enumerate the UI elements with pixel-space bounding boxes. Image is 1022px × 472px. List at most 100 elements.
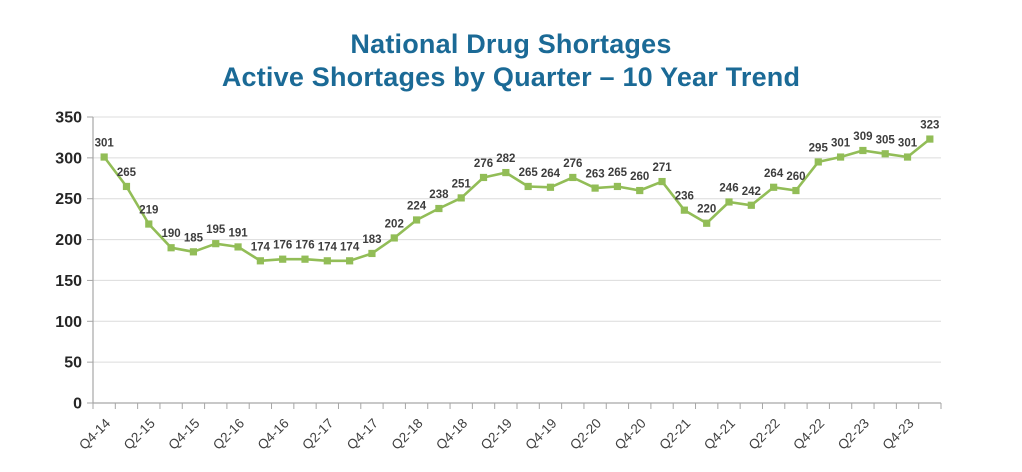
x-axis-tick-label: Q2-23 — [835, 416, 872, 453]
data-point-label: 264 — [764, 168, 784, 180]
data-point-marker — [412, 216, 421, 224]
data-point-marker — [859, 146, 867, 155]
y-axis-tick-label: 350 — [55, 110, 82, 127]
data-point-label: 271 — [652, 162, 672, 174]
x-axis-tick-label: Q2-18 — [389, 416, 426, 453]
data-point-marker — [256, 257, 264, 265]
data-point-marker — [926, 135, 934, 143]
y-axis-tick-label: 0 — [73, 396, 82, 413]
data-point-label: 265 — [519, 167, 539, 179]
x-axis-tick-label: Q4-21 — [701, 416, 738, 453]
data-point-label: 185 — [184, 232, 204, 244]
data-point-marker — [680, 206, 688, 214]
data-point-label: 282 — [496, 153, 515, 165]
x-axis-tick-label: Q4-23 — [880, 416, 917, 453]
x-axis-tick-label: Q2-20 — [567, 416, 604, 453]
data-point-marker — [212, 240, 220, 248]
data-point-marker — [435, 204, 443, 213]
y-axis-tick-label: 250 — [55, 191, 82, 208]
chart-title: National Drug Shortages Active Shortages… — [0, 28, 1022, 94]
chart-title-line2: Active Shortages by Quarter – 10 Year Tr… — [221, 62, 801, 92]
x-axis-tick-label: Q4-16 — [255, 416, 292, 453]
data-point-marker — [747, 201, 755, 209]
y-axis-tick-label: 50 — [64, 355, 82, 372]
trend-line — [102, 137, 932, 263]
data-point-marker — [100, 153, 108, 161]
data-point-label: 238 — [429, 189, 449, 201]
data-point-label: 174 — [251, 241, 271, 253]
data-point-label: 174 — [318, 241, 338, 253]
data-point-marker — [279, 255, 287, 263]
data-point-label: 190 — [162, 228, 181, 240]
data-point-marker — [479, 173, 488, 182]
data-point-label: 220 — [697, 204, 716, 216]
x-axis-tick-label: Q2-15 — [121, 416, 158, 453]
data-point-label: 301 — [831, 138, 851, 150]
x-axis-tick-label: Q4-22 — [790, 416, 827, 453]
data-point-label: 276 — [474, 158, 493, 170]
data-point-marker — [524, 182, 532, 191]
data-point-marker — [591, 184, 599, 192]
data-point-marker — [346, 257, 354, 265]
data-point-label: 246 — [719, 182, 738, 194]
data-point-label: 191 — [228, 227, 248, 239]
chart-title-line1: National Drug Shortages — [350, 29, 672, 59]
data-point-label: 260 — [786, 171, 805, 183]
data-point-label: 219 — [139, 205, 158, 217]
data-point-label: 264 — [541, 168, 561, 180]
data-point-marker — [502, 168, 510, 177]
data-point-marker — [725, 198, 733, 206]
data-point-marker — [234, 243, 242, 251]
data-point-label: 174 — [340, 241, 360, 253]
data-point-label: 323 — [920, 120, 939, 132]
data-point-marker — [770, 183, 778, 191]
data-point-marker — [658, 177, 666, 186]
data-point-label: 224 — [407, 200, 427, 212]
data-point-label: 265 — [608, 167, 628, 179]
data-point-marker — [836, 153, 845, 161]
data-point-label: 183 — [362, 234, 381, 246]
x-axis-tick-label: Q4-19 — [522, 416, 559, 453]
data-point-marker — [167, 244, 175, 252]
data-point-marker — [569, 173, 577, 182]
data-point-label: 242 — [742, 186, 761, 198]
x-axis-tick-label: Q2-22 — [746, 416, 783, 453]
data-point-marker — [323, 257, 331, 265]
data-point-label: 309 — [853, 131, 872, 143]
data-point-marker — [368, 249, 376, 258]
y-axis-tick-label: 150 — [55, 273, 82, 290]
data-point-label: 251 — [452, 178, 472, 190]
data-point-label: 305 — [876, 134, 896, 146]
data-point-label: 195 — [206, 224, 226, 236]
data-point-label: 276 — [563, 158, 582, 170]
data-point-label: 202 — [385, 218, 404, 230]
data-point-marker — [390, 234, 398, 242]
data-point-marker — [122, 182, 131, 191]
data-point-label: 260 — [630, 171, 649, 183]
data-point-marker — [301, 255, 309, 263]
y-axis-tick-label: 200 — [55, 232, 82, 249]
data-point-marker — [546, 183, 555, 191]
x-axis-tick-label: Q4-20 — [612, 416, 649, 453]
data-point-label: 176 — [273, 240, 292, 252]
x-axis-tick-label: Q4-14 — [76, 415, 113, 452]
data-point-marker — [145, 220, 153, 228]
y-axis-tick-label: 100 — [55, 314, 82, 331]
data-point-marker — [903, 153, 912, 161]
data-point-label: 176 — [295, 240, 314, 252]
data-point-marker — [189, 248, 198, 256]
y-axis-tick-label: 300 — [55, 150, 82, 167]
data-point-label: 236 — [675, 191, 694, 203]
data-point-label: 295 — [809, 142, 829, 154]
data-point-marker — [881, 150, 889, 158]
data-point-label: 265 — [117, 167, 137, 179]
x-axis-tick-label: Q2-19 — [478, 416, 515, 453]
data-point-label: 301 — [898, 138, 918, 150]
x-axis-tick-label: Q2-17 — [299, 416, 336, 453]
data-point-label: 263 — [586, 169, 605, 181]
x-axis-tick-label: Q2-21 — [656, 416, 693, 453]
data-point-marker — [457, 194, 465, 202]
data-point-label: 301 — [95, 138, 115, 150]
